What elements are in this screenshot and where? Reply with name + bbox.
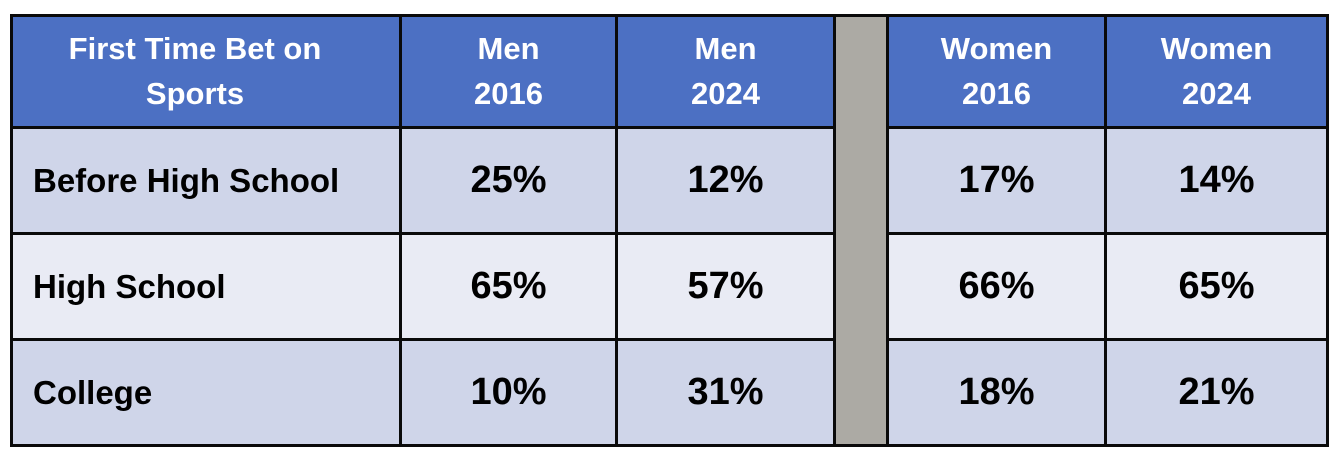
value-cell-men-2024: 57%: [615, 232, 836, 341]
table-row-college: College 10% 31% 18% 21%: [10, 338, 1329, 447]
column-year-label: 2024: [1182, 75, 1251, 111]
column-year-label: 2024: [691, 75, 760, 111]
table-row-before-high-school: Before High School 25% 12% 17% 14%: [10, 126, 1329, 235]
column-group-label: Women: [1160, 31, 1273, 67]
column-year-label: 2016: [962, 75, 1031, 111]
value-cell-women-2024: 21%: [1104, 338, 1329, 447]
value-cell-men-2024: 12%: [615, 126, 836, 235]
value-cell-men-2016: 65%: [399, 232, 618, 341]
value-cell-women-2016: 66%: [886, 232, 1107, 341]
value-cell-men-2024: 31%: [615, 338, 836, 447]
row-label: Before High School: [10, 126, 402, 235]
row-label: College: [10, 338, 402, 447]
value-cell-women-2024: 65%: [1104, 232, 1329, 341]
value-cell-men-2016: 10%: [399, 338, 618, 447]
value-cell-women-2024: 14%: [1104, 126, 1329, 235]
table-row-high-school: High School 65% 57% 66% 65%: [10, 232, 1329, 341]
table-title: First Time Bet on Sports: [68, 31, 322, 111]
value-cell-women-2016: 18%: [886, 338, 1107, 447]
column-year-label: 2016: [474, 75, 543, 111]
first-time-bet-table: First Time Bet on Sports Men 2016 Men 20…: [10, 14, 1329, 447]
column-header-women-2016: Women 2016: [886, 14, 1107, 129]
divider-column: [833, 14, 889, 447]
value-cell-men-2016: 25%: [399, 126, 618, 235]
value-cell-women-2016: 17%: [886, 126, 1107, 235]
column-header-men-2016: Men 2016: [399, 14, 618, 129]
column-header-men-2024: Men 2024: [615, 14, 836, 129]
column-group-label: Men: [477, 31, 540, 67]
column-header-women-2024: Women 2024: [1104, 14, 1329, 129]
table-title-cell: First Time Bet on Sports: [10, 14, 402, 129]
row-label: High School: [10, 232, 402, 341]
column-group-label: Women: [940, 31, 1053, 67]
header-row: First Time Bet on Sports Men 2016 Men 20…: [10, 14, 1329, 447]
column-group-label: Men: [694, 31, 757, 67]
